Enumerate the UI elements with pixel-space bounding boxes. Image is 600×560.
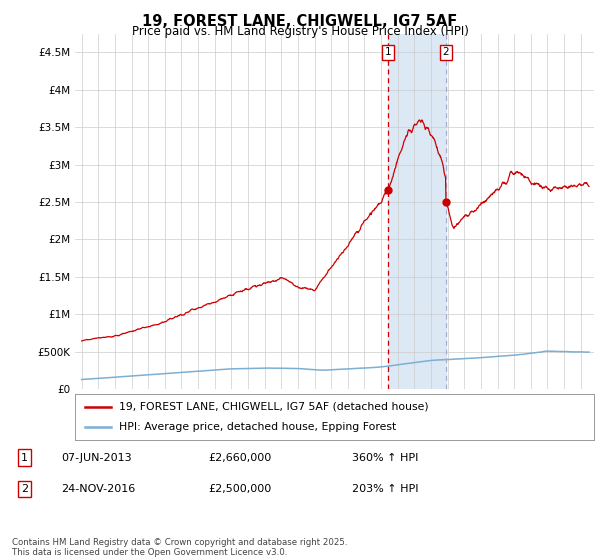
Text: 2: 2 [21, 484, 28, 494]
Text: 24-NOV-2016: 24-NOV-2016 [61, 484, 135, 494]
Text: 19, FOREST LANE, CHIGWELL, IG7 5AF: 19, FOREST LANE, CHIGWELL, IG7 5AF [142, 14, 458, 29]
Text: 1: 1 [385, 47, 392, 57]
Text: £2,660,000: £2,660,000 [208, 452, 271, 463]
Text: Contains HM Land Registry data © Crown copyright and database right 2025.
This d: Contains HM Land Registry data © Crown c… [12, 538, 347, 557]
Text: 360% ↑ HPI: 360% ↑ HPI [352, 452, 418, 463]
Text: 07-JUN-2013: 07-JUN-2013 [61, 452, 131, 463]
Text: £2,500,000: £2,500,000 [208, 484, 271, 494]
Text: 19, FOREST LANE, CHIGWELL, IG7 5AF (detached house): 19, FOREST LANE, CHIGWELL, IG7 5AF (deta… [119, 402, 429, 412]
Text: 203% ↑ HPI: 203% ↑ HPI [352, 484, 418, 494]
Text: 1: 1 [21, 452, 28, 463]
Text: 2: 2 [443, 47, 449, 57]
Text: HPI: Average price, detached house, Epping Forest: HPI: Average price, detached house, Eppi… [119, 422, 397, 432]
Text: Price paid vs. HM Land Registry's House Price Index (HPI): Price paid vs. HM Land Registry's House … [131, 25, 469, 38]
Bar [388, 34, 446, 389]
